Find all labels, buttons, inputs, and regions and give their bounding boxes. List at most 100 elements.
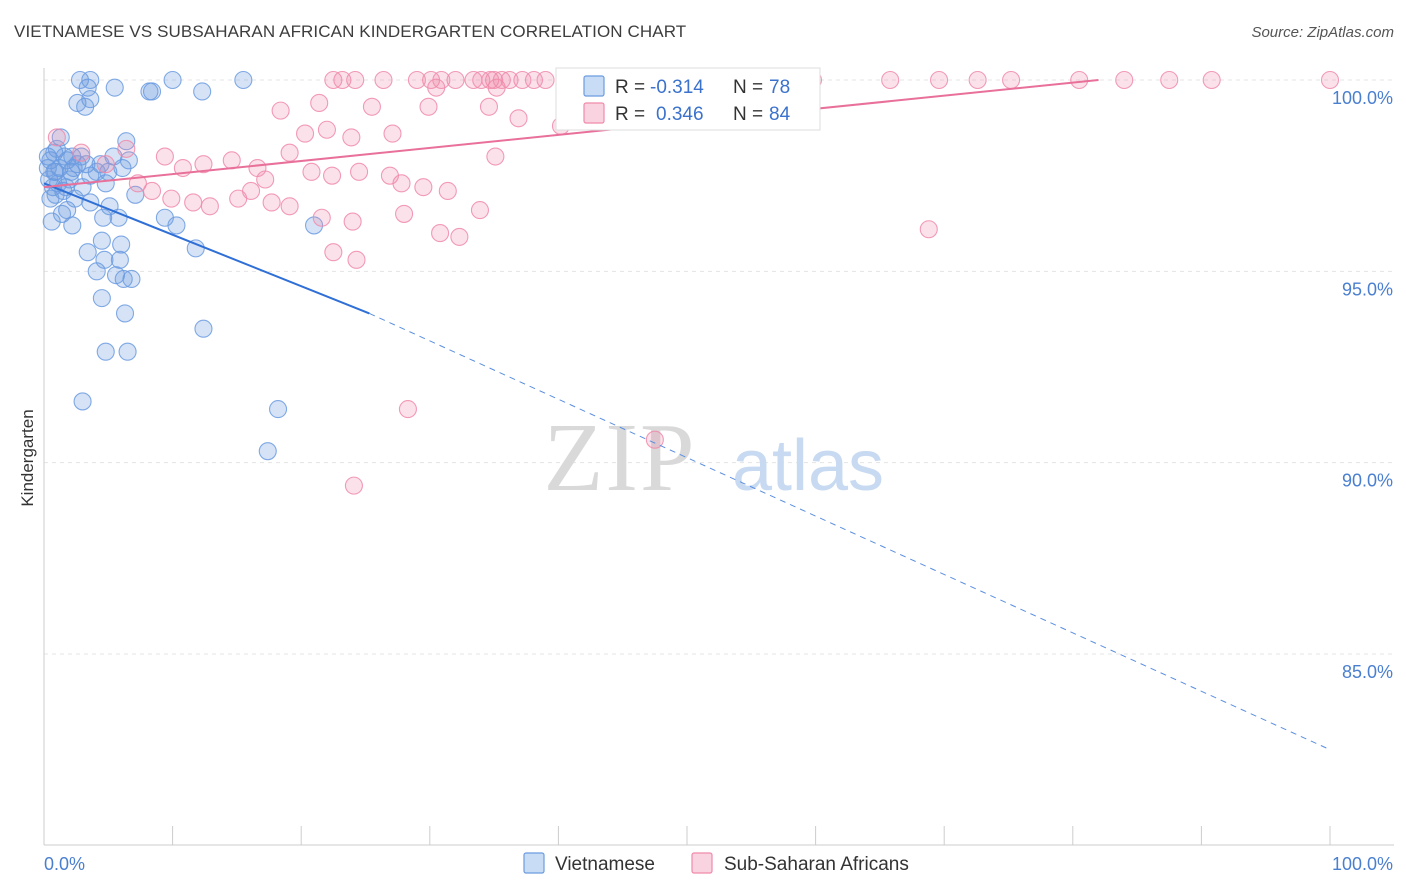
subsaharan-point-47: [96, 155, 115, 174]
subsaharan-point-77: [470, 201, 490, 220]
vietnamese-point-12: [51, 128, 70, 147]
vietnamese-point-38: [42, 212, 61, 231]
vietnamese-point-53: [92, 289, 111, 308]
vietnamese-point-41: [167, 216, 186, 235]
subsaharan-point-35: [362, 97, 381, 116]
y-axis-label: Kindergarten: [18, 409, 37, 506]
legend-r-label-2: R =: [615, 104, 645, 125]
legend-n-value-2: 84: [769, 104, 791, 125]
vietnamese-point-6: [163, 70, 182, 90]
subsaharan-point-7: [446, 70, 465, 90]
subsaharan-point-76: [450, 227, 469, 246]
source-credit: Source: ZipAtlas.com: [1251, 24, 1394, 41]
vietnamese-point-44: [112, 235, 131, 254]
vietnamese-point-56: [96, 342, 115, 361]
subsaharan-point-4: [407, 70, 426, 90]
subsaharan-point-25: [1002, 70, 1021, 90]
legend-r-value-1: -0.314: [650, 77, 704, 98]
vietnamese-point-66: [45, 143, 64, 162]
vietnamese-point-57: [118, 342, 137, 361]
vietnamese-point-77: [61, 162, 81, 181]
subsaharan-point-39: [296, 124, 315, 143]
vietnamese-point-47: [110, 250, 129, 269]
subsaharan-point-28: [1160, 70, 1179, 90]
subsaharan-point-24: [968, 70, 987, 90]
subsaharan-point-82: [645, 430, 664, 449]
subsaharan-point-69: [229, 189, 248, 208]
y-tick-label-1: 95.0%: [1342, 279, 1393, 299]
x-tick-label-1: 100.0%: [1332, 854, 1393, 874]
subsaharan-point-61: [438, 181, 457, 201]
vietnamese-trend-line: [43, 182, 370, 315]
vietnamese-point-42: [305, 216, 324, 235]
bottom-label-vietnamese: Vietnamese: [555, 854, 655, 875]
vietnamese-point-70: [73, 178, 92, 197]
legend-swatch-vietnamese: [583, 75, 605, 97]
vietnamese-point-33: [126, 185, 145, 204]
legend-swatch-subsaharan: [583, 102, 605, 124]
subsaharan-point-64: [128, 174, 147, 193]
subsaharan-point-79: [324, 243, 343, 262]
x-tick-labels: 0.0% 100.0%: [44, 854, 1393, 874]
watermark-zip: ZIP: [544, 404, 697, 512]
subsaharan-point-83: [344, 476, 363, 495]
bottom-swatch-subsaharan: [691, 852, 713, 874]
subsaharan-point-78: [919, 220, 938, 239]
vietnamese-point-55: [194, 319, 213, 338]
subsaharan-point-81: [398, 400, 417, 419]
vietnamese-point-50: [114, 269, 133, 289]
subsaharan-point-2: [346, 70, 365, 90]
subsaharan-point-33: [419, 97, 438, 116]
vietnamese-point-13: [117, 132, 136, 151]
subsaharan-point-57: [350, 162, 369, 181]
legend-r-value-2: 0.346: [656, 104, 704, 125]
subsaharan-point-48: [117, 139, 136, 158]
chart-title: VIETNAMESE VS SUBSAHARAN AFRICAN KINDERG…: [14, 22, 687, 41]
subsaharan-point-72: [312, 208, 331, 227]
subsaharan-point-36: [479, 97, 499, 116]
vietnamese-point-28: [96, 174, 115, 193]
subsaharan-point-66: [162, 189, 181, 208]
subsaharan-point-29: [1202, 70, 1221, 90]
vietnamese-point-76: [119, 151, 138, 170]
subsaharan-point-46: [72, 143, 91, 162]
subsaharan-point-62: [256, 170, 275, 189]
trend-lines: [43, 79, 1331, 751]
subsaharan-point-3: [374, 70, 393, 90]
subsaharan-point-32: [487, 78, 506, 97]
subsaharan-point-27: [1115, 70, 1134, 90]
subsaharan-point-1: [333, 70, 352, 90]
subsaharan-trend-line: [43, 79, 1099, 189]
vietnamese-point-2: [81, 70, 100, 90]
bottom-label-subsaharan: Sub-Saharan Africans: [724, 854, 909, 875]
subsaharan-point-54: [280, 143, 299, 162]
subsaharan-point-67: [184, 193, 203, 212]
vietnamese-point-48: [87, 262, 106, 281]
subsaharan-point-30: [1320, 70, 1340, 90]
watermark-atlas: atlas: [732, 426, 884, 506]
subsaharan-point-43: [486, 147, 505, 166]
vietnamese-point-36: [94, 208, 113, 227]
vietnamese-point-60: [258, 442, 277, 461]
legend-n-value-1: 78: [769, 77, 790, 98]
zipatlas-watermark: ZIP atlas: [544, 404, 885, 512]
subsaharan-point-80: [347, 250, 366, 269]
vietnamese-point-8: [234, 70, 253, 90]
vietnamese-point-45: [78, 243, 97, 262]
y-tick-label-2: 90.0%: [1342, 471, 1393, 491]
vietnamese-points: [38, 70, 324, 461]
vietnamese-point-5: [142, 82, 162, 101]
vietnamese-point-54: [115, 304, 135, 323]
vietnamese-point-37: [109, 208, 128, 227]
subsaharan-point-52: [222, 151, 241, 170]
subsaharan-point-68: [200, 197, 219, 216]
subsaharan-point-38: [271, 101, 290, 120]
vietnamese-point-74: [91, 155, 110, 174]
subsaharan-point-49: [155, 147, 174, 166]
y-tick-label-0: 100.0%: [1332, 88, 1393, 108]
vietnamese-point-51: [122, 269, 141, 289]
legend-n-label-2: N =: [733, 104, 763, 125]
vietnamese-point-58: [73, 392, 92, 411]
subsaharan-point-37: [509, 109, 528, 128]
